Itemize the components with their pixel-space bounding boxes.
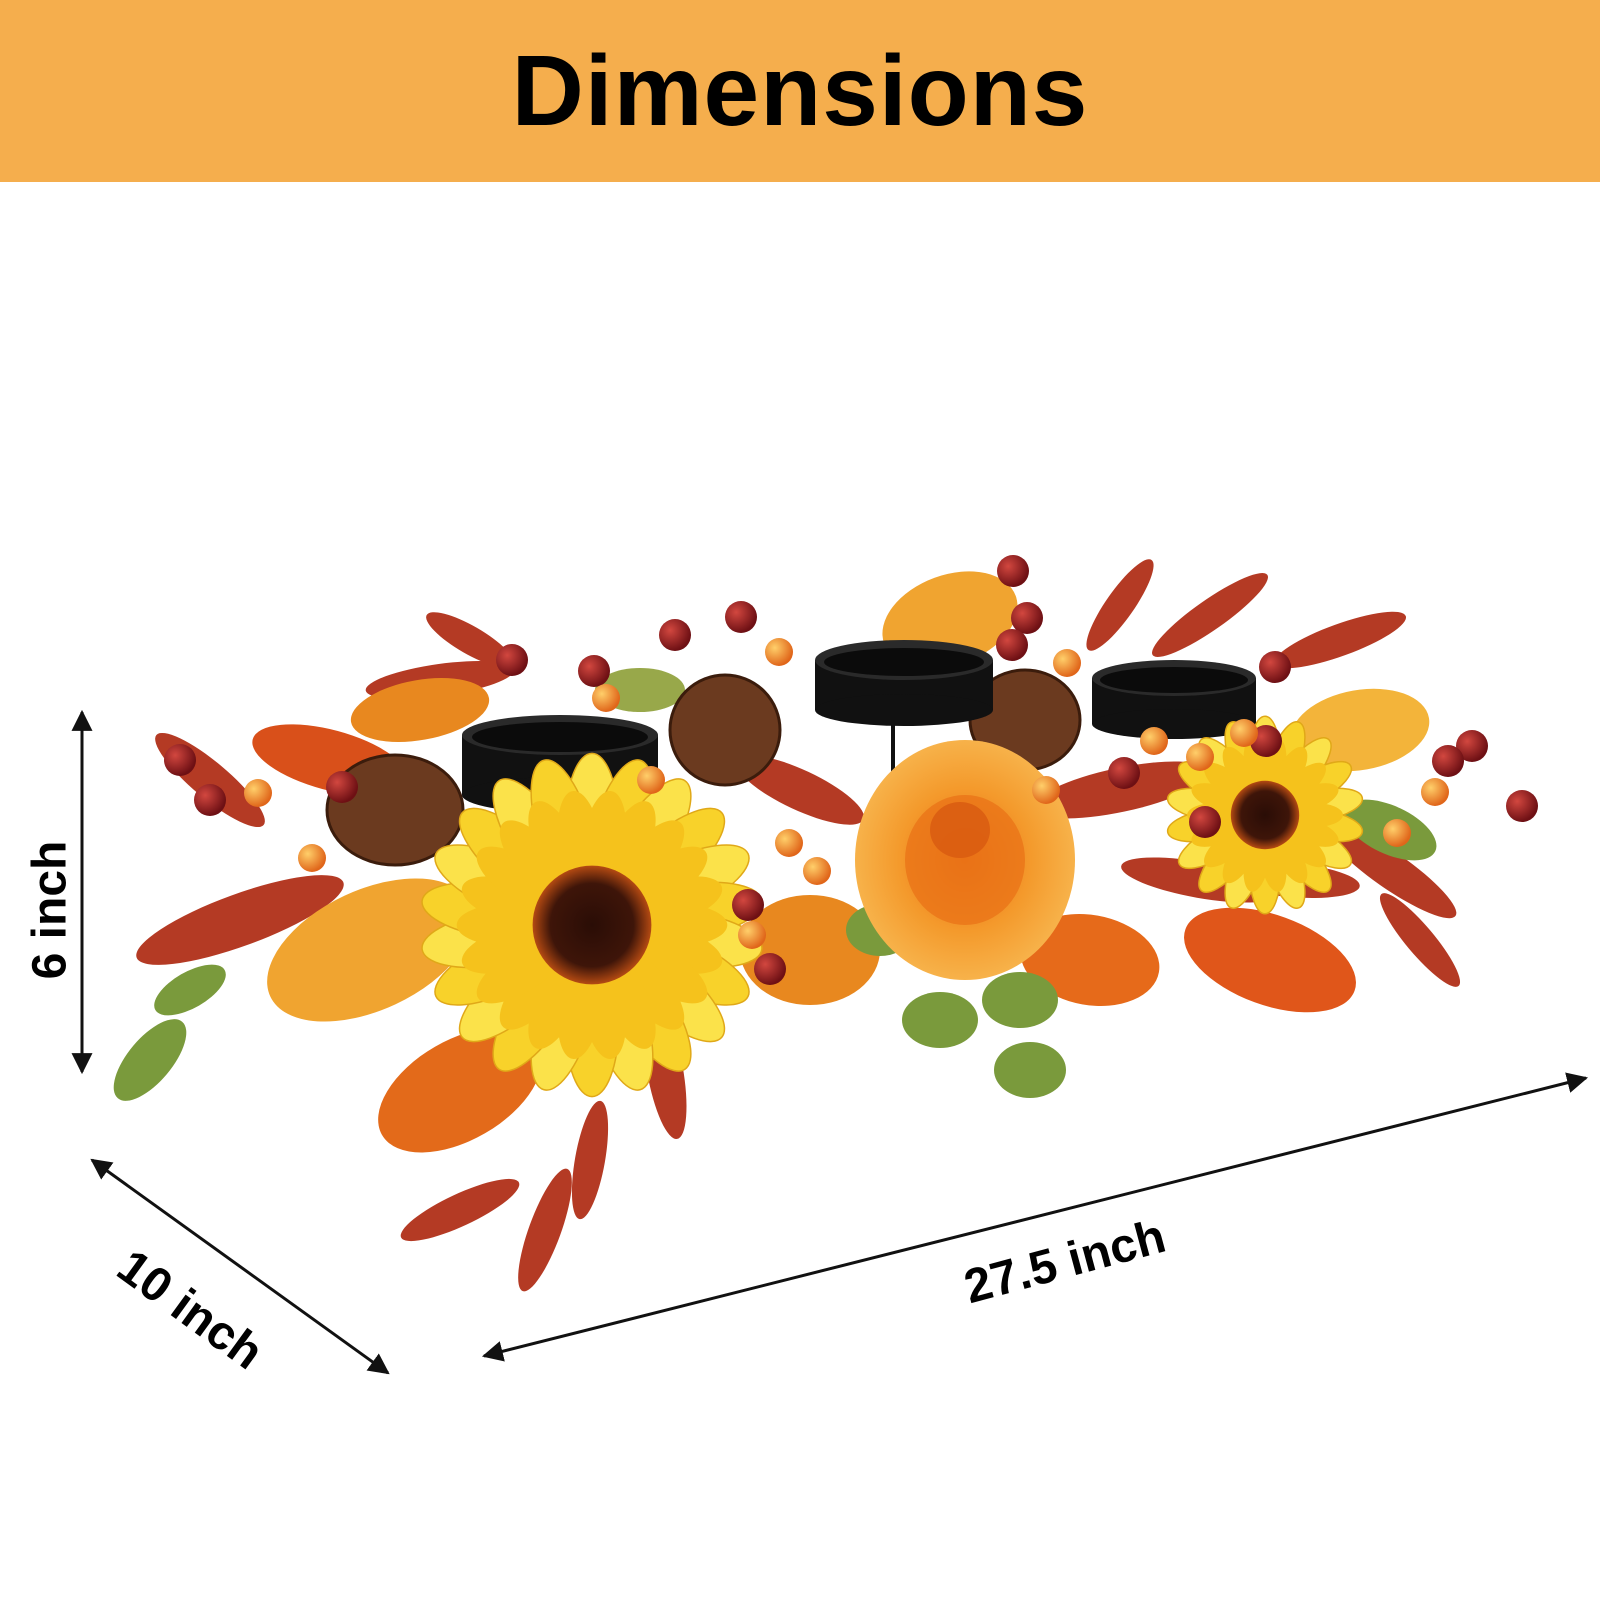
candle-holder-right — [1092, 660, 1256, 739]
peony-flower — [855, 740, 1075, 980]
candle-holder-center — [815, 640, 993, 790]
berry-group — [164, 555, 1538, 985]
orange-leaf-group — [252, 571, 1430, 1153]
width-arrow — [481, 1072, 1589, 1362]
title-banner: Dimensions — [0, 0, 1600, 182]
depth-arrow — [90, 1158, 390, 1375]
pine-cone-group — [325, 668, 1082, 867]
height-label: 6 inch — [23, 840, 77, 980]
sunflower-large — [421, 752, 763, 1098]
centerpiece — [113, 555, 1538, 1292]
page-title: Dimensions — [511, 35, 1089, 147]
